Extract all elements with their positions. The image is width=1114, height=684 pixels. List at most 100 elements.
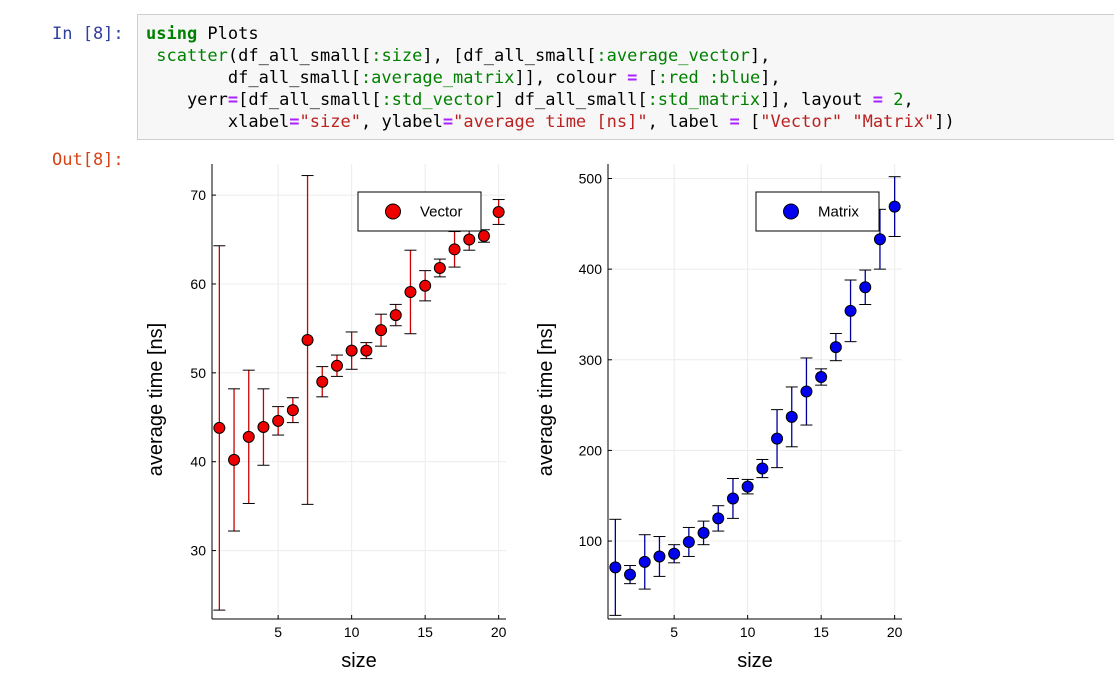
code-operator: = [872,90,883,110]
x-tick-label: 10 [740,624,756,640]
axes [607,164,902,620]
legend: Vector [357,191,482,232]
code-string: "Vector" [760,112,843,132]
code-string: "average time [ns]" [453,112,648,132]
code-text: yerr [146,90,228,110]
x-tick-label: 20 [491,624,507,640]
code-operator: = [729,112,740,132]
code-symbol: :std_vector [381,90,495,110]
code-line-5: xlabel="size", ylabel="average time [ns]… [146,111,955,133]
data-point [463,233,476,246]
grid-lines [608,164,902,619]
y-tick-label: 500 [579,171,603,187]
code-text: [df_all_small[ [238,90,382,110]
y-tick-label: 30 [190,543,206,559]
data-point [741,480,754,493]
error-bars [609,176,901,616]
code-operator: = [289,112,300,132]
input-prompt: In [8]: [52,24,124,44]
data-point [301,333,314,346]
code-line-4: yerr=[df_all_small[:std_vector] df_all_s… [146,89,914,111]
code-symbol: :blue [709,68,761,88]
data-point [419,279,432,292]
error-bars [213,175,505,611]
y-tick-label: 60 [190,276,206,292]
code-cell[interactable]: using Plots scatter(df_all_small[:size],… [137,14,1114,140]
code-text: , label [647,112,730,132]
data-point [815,370,828,383]
code-operator: = [442,112,454,132]
y-tick-label: 400 [579,261,603,277]
data-point [697,526,710,539]
code-operator: = [627,68,638,88]
code-text: ] df_all_small[ [494,90,648,110]
data-point [448,243,461,256]
code-text [146,46,156,66]
code-number: 2 [893,90,904,110]
code-text: ]) [934,112,955,132]
y-axis-label: average time [ns] [535,323,557,476]
x-axis-label: size [737,650,773,672]
code-text: , ylabel [360,112,443,132]
vector-plot: 5 10 15 20 30 40 50 60 70 size average time [ns]… [145,164,507,672]
code-symbol: :average_matrix [360,68,515,88]
data-point [228,453,241,466]
legend-label-matrix: Matrix [818,204,859,221]
data-point [477,229,490,242]
code-text [699,68,709,88]
code-operator: = [227,90,239,110]
x-tick-label: 5 [274,624,282,640]
x-tick-label: 15 [417,624,433,640]
data-point [492,205,505,218]
x-tick-label: 5 [670,624,678,640]
data-point [638,555,651,568]
code-text [842,112,852,132]
code-text: ]], colour [514,68,628,88]
code-string: "Matrix" [852,112,935,132]
y-tick-label: 100 [579,533,603,549]
code-text: df_all_small[ [146,68,361,88]
data-point [726,492,739,505]
code-text: (df_all_small[ [227,46,372,66]
legend-marker [783,203,799,220]
data-point [345,344,358,357]
x-tick-label: 10 [344,624,360,640]
y-tick-label: 40 [190,454,206,470]
data-point [829,341,842,354]
data-point [286,404,299,417]
tick-labels: 5 10 15 20 30 40 50 60 70 [190,187,506,640]
code-line-1: using Plots [146,23,259,45]
code-symbol: :red [657,68,699,88]
legend-marker [385,203,401,220]
code-text: ]], layout [760,90,873,110]
code-text: ], [749,46,771,66]
data-points [609,200,901,581]
data-point [242,430,255,443]
y-axis-label: average time [ns] [145,323,167,476]
x-axis-label: size [341,650,377,672]
code-text: Plots [197,24,259,44]
data-points [213,205,505,466]
code-string: "size" [299,112,361,132]
data-point [712,512,725,525]
legend-box [357,191,482,232]
code-text [883,90,893,110]
x-tick-label: 20 [887,624,903,640]
data-point [844,304,857,317]
data-point [257,421,270,434]
data-point [859,281,872,294]
data-point [873,233,886,246]
code-text: ], [df_all_small[ [422,46,597,66]
code-keyword: using [146,24,198,44]
data-point [433,261,446,274]
code-text: ], [760,68,781,88]
data-point [375,324,388,337]
code-text: [ [739,112,761,132]
data-point [404,285,417,298]
data-point [682,535,695,548]
code-line-2: scatter(df_all_small[:size], [df_all_sma… [146,45,770,67]
y-tick-label: 300 [579,352,603,368]
data-point [389,309,402,322]
code-function: scatter [156,46,228,66]
legend-label-vector: Vector [420,204,463,221]
